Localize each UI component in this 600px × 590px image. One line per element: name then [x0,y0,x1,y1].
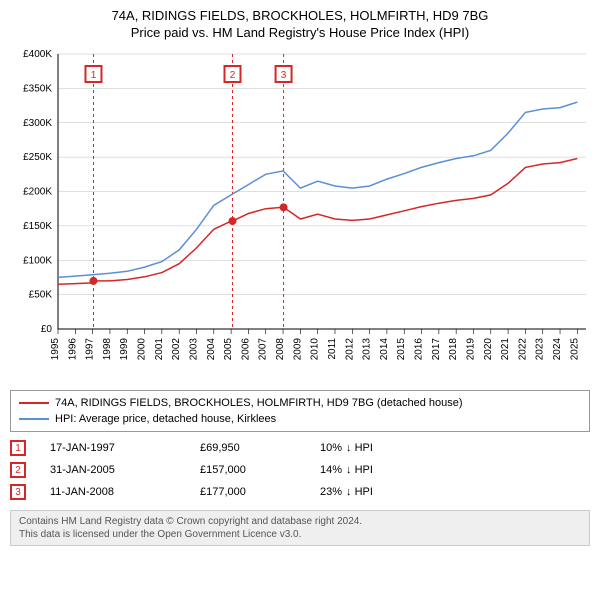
svg-text:£50K: £50K [29,290,53,301]
svg-text:1997: 1997 [85,338,96,361]
svg-text:1996: 1996 [67,338,78,361]
svg-text:2020: 2020 [483,338,494,361]
legend-swatch [19,402,49,404]
marker-badge: 1 [10,440,26,456]
legend-label: 74A, RIDINGS FIELDS, BROCKHOLES, HOLMFIR… [55,397,463,409]
svg-text:2025: 2025 [569,338,580,361]
sale-hpi: 23%↓ HPI [320,486,373,498]
svg-text:2004: 2004 [206,338,217,361]
sale-price: £177,000 [200,486,320,498]
svg-text:£150K: £150K [23,221,52,232]
svg-text:2: 2 [230,70,236,81]
svg-text:2018: 2018 [448,338,459,361]
svg-text:2024: 2024 [552,338,563,361]
legend-swatch [19,418,49,420]
svg-text:2022: 2022 [517,338,528,361]
marker-badge: 2 [10,462,26,478]
svg-text:2016: 2016 [414,338,425,361]
svg-text:2017: 2017 [431,338,442,361]
marker-badge: 3 [10,484,26,500]
svg-text:£0: £0 [41,324,53,335]
sale-price: £157,000 [200,464,320,476]
svg-text:2002: 2002 [171,338,182,361]
svg-text:2007: 2007 [258,338,269,361]
attribution-footer: Contains HM Land Registry data © Crown c… [10,510,590,546]
svg-text:2012: 2012 [344,338,355,361]
svg-text:2021: 2021 [500,338,511,361]
svg-text:£400K: £400K [23,49,52,60]
chart-header: 74A, RIDINGS FIELDS, BROCKHOLES, HOLMFIR… [0,0,600,44]
sale-date: 17-JAN-1997 [50,442,200,454]
svg-text:2005: 2005 [223,338,234,361]
sale-date: 31-JAN-2005 [50,464,200,476]
svg-text:3: 3 [281,70,287,81]
chart-area: £0 £50K £100K £150K £200K £250K £300K £350K £400… [10,44,590,384]
table-row: 1 17-JAN-1997 £69,950 10%↓ HPI [10,438,590,458]
svg-text:2015: 2015 [396,338,407,361]
svg-text:2023: 2023 [535,338,546,361]
footer-line: This data is licensed under the Open Gov… [19,528,581,541]
svg-text:2013: 2013 [362,338,373,361]
svg-text:1999: 1999 [119,338,130,361]
footer-line: Contains HM Land Registry data © Crown c… [19,515,581,528]
chart-svg: £0 £50K £100K £150K £200K £250K £300K £350K £400… [10,44,590,379]
svg-text:2000: 2000 [137,338,148,361]
svg-text:2011: 2011 [327,338,338,360]
legend-item: HPI: Average price, detached house, Kirk… [19,411,581,427]
sales-table: 1 17-JAN-1997 £69,950 10%↓ HPI 2 31-JAN-… [10,438,590,502]
svg-text:2001: 2001 [154,338,165,361]
svg-text:2003: 2003 [188,338,199,361]
table-row: 3 11-JAN-2008 £177,000 23%↓ HPI [10,482,590,502]
svg-text:1: 1 [91,70,97,81]
svg-text:1998: 1998 [102,338,113,361]
svg-text:£100K: £100K [23,255,52,266]
svg-text:2014: 2014 [379,338,390,361]
svg-text:2010: 2010 [310,338,321,361]
legend-item: 74A, RIDINGS FIELDS, BROCKHOLES, HOLMFIR… [19,395,581,411]
sale-price: £69,950 [200,442,320,454]
svg-text:1995: 1995 [50,338,61,361]
sale-hpi: 14%↓ HPI [320,464,373,476]
svg-text:£250K: £250K [23,152,52,163]
legend: 74A, RIDINGS FIELDS, BROCKHOLES, HOLMFIR… [10,390,590,432]
chart-subtitle: Price paid vs. HM Land Registry's House … [0,25,600,40]
svg-text:2006: 2006 [240,338,251,361]
svg-text:2008: 2008 [275,338,286,361]
svg-text:2019: 2019 [465,338,476,361]
chart-title: 74A, RIDINGS FIELDS, BROCKHOLES, HOLMFIR… [0,8,600,23]
svg-text:2009: 2009 [292,338,303,361]
svg-text:£200K: £200K [23,187,52,198]
legend-label: HPI: Average price, detached house, Kirk… [55,413,276,425]
svg-text:£350K: £350K [23,83,52,94]
sale-hpi: 10%↓ HPI [320,442,373,454]
sale-date: 11-JAN-2008 [50,486,200,498]
svg-text:£300K: £300K [23,118,52,129]
table-row: 2 31-JAN-2005 £157,000 14%↓ HPI [10,460,590,480]
